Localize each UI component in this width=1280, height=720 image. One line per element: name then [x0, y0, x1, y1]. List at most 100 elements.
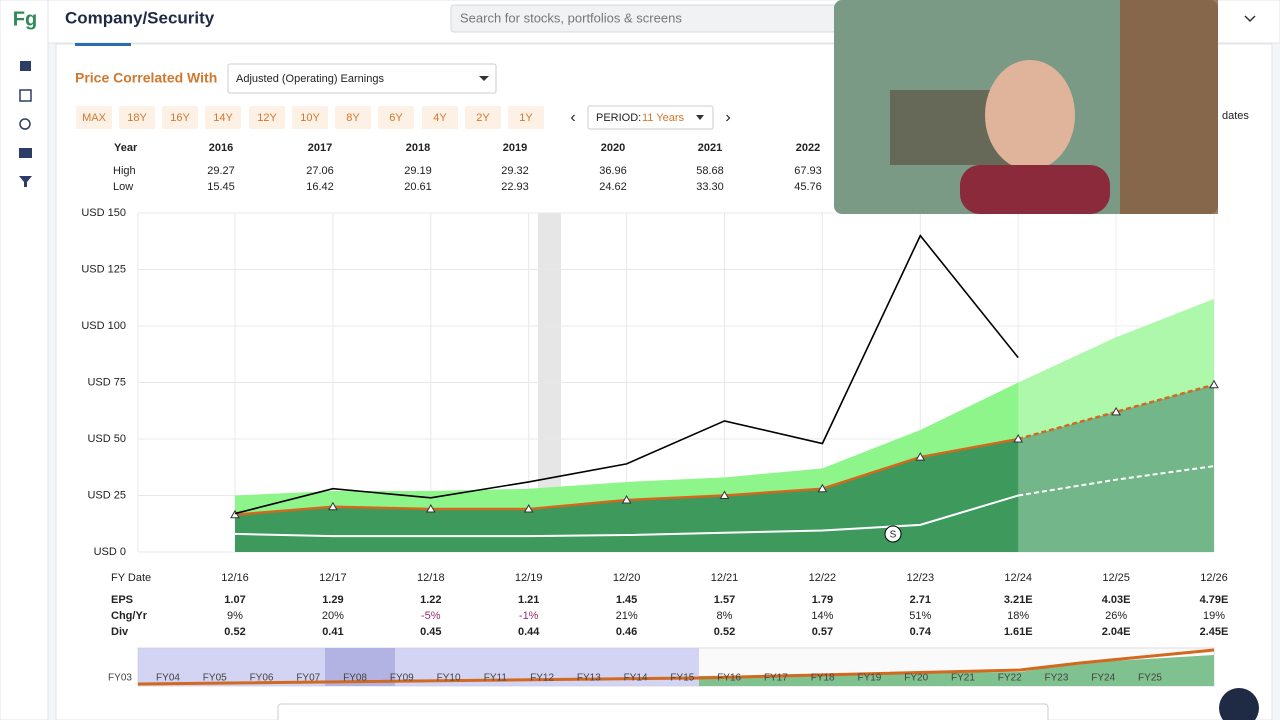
range-label[interactable]: 4Y — [433, 112, 447, 124]
eps-marker — [915, 452, 926, 461]
correlate-label: Price Correlated With — [75, 70, 217, 86]
year-value: 58.68 — [696, 165, 724, 177]
navigator-label: FY05 — [203, 673, 227, 684]
range-label[interactable]: 16Y — [170, 112, 190, 124]
split-marker-label: S — [890, 530, 897, 541]
period-label[interactable]: PERIOD: — [596, 112, 641, 124]
fundamental-value: 26% — [1105, 610, 1127, 622]
year-value: 29.19 — [404, 165, 432, 177]
correlate-select-value[interactable]: Adjusted (Operating) Earnings — [236, 73, 384, 85]
range-button[interactable] — [205, 106, 241, 129]
period-value[interactable]: 11 Years — [642, 112, 685, 124]
year-cell: 2022 — [796, 142, 820, 154]
range-button[interactable] — [162, 106, 198, 129]
year-cell: 2016 — [209, 142, 233, 154]
next-period[interactable]: › — [725, 109, 730, 126]
network-icon[interactable] — [19, 118, 31, 130]
y-tick-label: USD 75 — [87, 376, 126, 388]
fundamental-value: 4.79E — [1200, 594, 1229, 606]
fundamental-value: 2.71 — [910, 594, 931, 606]
range-button[interactable] — [249, 106, 285, 129]
fundamental-value: 1.79 — [812, 594, 833, 606]
range-button[interactable] — [378, 106, 414, 129]
fundamental-label: EPS — [111, 594, 133, 606]
fundamental-value: 14% — [811, 610, 833, 622]
fundamental-value: 21% — [616, 610, 638, 622]
active-tab[interactable] — [75, 43, 131, 46]
range-button[interactable] — [422, 106, 458, 129]
portfolio-icon[interactable] — [19, 148, 32, 158]
fundamental-value: 1.45 — [616, 594, 637, 606]
navigator-label: FY22 — [998, 673, 1022, 684]
y-tick-label: USD 25 — [87, 489, 126, 501]
navigator-label: FY10 — [437, 673, 461, 684]
year-value: 15.45 — [207, 181, 235, 193]
navigator-label: FY17 — [764, 673, 788, 684]
x-tick-label: 12/23 — [907, 572, 935, 584]
range-label[interactable]: 1Y — [519, 112, 533, 124]
range-label[interactable]: 6Y — [389, 112, 403, 124]
year-value: 45.76 — [794, 181, 822, 193]
filter-icon[interactable] — [19, 176, 32, 187]
home-icon[interactable] — [20, 61, 31, 71]
x-tick-label: 12/19 — [515, 572, 543, 584]
fundamental-label: Div — [111, 626, 129, 638]
navigator-label: FY11 — [484, 673, 508, 684]
range-button[interactable] — [465, 106, 501, 129]
navigator-label: FY06 — [250, 673, 274, 684]
range-label[interactable]: 14Y — [213, 112, 233, 124]
range-button[interactable] — [76, 106, 112, 129]
chart-icon[interactable] — [19, 89, 32, 102]
navigator-label: FY07 — [296, 673, 320, 684]
range-label[interactable]: 18Y — [127, 112, 147, 124]
fundamental-value: 1.61E — [1004, 626, 1033, 638]
legend-box — [277, 703, 1049, 720]
prev-period[interactable]: ‹ — [570, 109, 575, 126]
fundamental-value: 18% — [1007, 610, 1029, 622]
fundamental-value: -5% — [421, 610, 441, 622]
webcam-face — [985, 60, 1075, 170]
range-label[interactable]: 10Y — [300, 112, 320, 124]
x-tick-label: 12/20 — [613, 572, 641, 584]
navigator-label: FY20 — [904, 673, 928, 684]
range-button[interactable] — [335, 106, 371, 129]
year-value: 36.96 — [599, 165, 627, 177]
range-button[interactable] — [508, 106, 544, 129]
eps-marker — [230, 509, 240, 519]
fundamental-value: 3.21E — [1004, 594, 1033, 606]
fundamental-value: 9% — [227, 610, 243, 622]
navigator-label: FY15 — [670, 673, 694, 684]
year-value: 29.32 — [501, 165, 529, 177]
fundamental-value: 1.29 — [322, 594, 343, 606]
navigator-label: FY18 — [811, 673, 835, 684]
dividend-line-forecast — [1018, 465, 1215, 497]
chat-button[interactable] — [1219, 688, 1259, 720]
range-label[interactable]: 12Y — [257, 112, 277, 124]
range-button[interactable] — [119, 106, 155, 129]
split-marker[interactable] — [884, 525, 902, 543]
fundamental-value: 20% — [322, 610, 344, 622]
fundamental-value: 19% — [1203, 610, 1225, 622]
year-value: 16.42 — [306, 181, 334, 193]
forecast-shade — [1018, 213, 1214, 552]
brand-logo[interactable]: Fg — [13, 8, 37, 30]
y-tick-label: USD 100 — [81, 320, 126, 332]
year-value: 20.61 — [404, 181, 432, 193]
range-label[interactable]: MAX — [82, 112, 107, 124]
range-label[interactable]: 8Y — [346, 112, 360, 124]
eps-marker — [523, 504, 534, 513]
period-select[interactable] — [587, 105, 714, 130]
fundamental-value: 0.45 — [420, 626, 441, 638]
dividend-line — [234, 494, 1019, 538]
range-label[interactable]: 2Y — [476, 112, 490, 124]
range-button[interactable] — [292, 106, 328, 129]
account-caret[interactable] — [1244, 15, 1256, 23]
fundamental-value: -1% — [519, 610, 539, 622]
dates-toggle[interactable]: dates — [1222, 110, 1249, 122]
search-placeholder[interactable]: Search for stocks, portfolios & screens — [460, 10, 682, 25]
correlate-select[interactable] — [227, 63, 497, 94]
page-title: Company/Security — [65, 8, 215, 27]
navigator-highlight — [325, 648, 395, 686]
year-value: 33.30 — [696, 181, 724, 193]
